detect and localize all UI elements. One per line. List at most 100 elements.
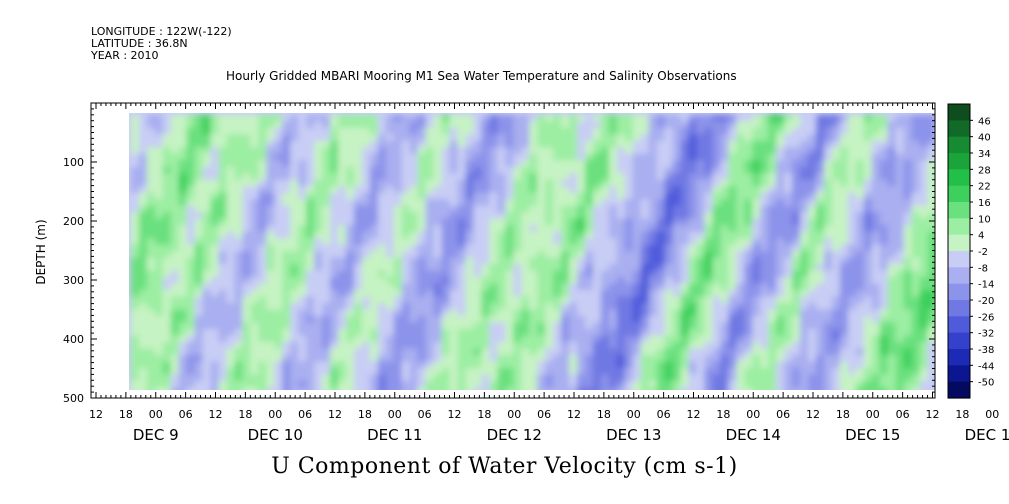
velocity-cell <box>831 134 842 143</box>
velocity-cell <box>138 134 149 143</box>
velocity-cell <box>457 166 467 175</box>
velocity-cell <box>879 264 890 273</box>
velocity-cell <box>401 328 412 337</box>
velocity-cell <box>895 315 906 324</box>
velocity-cell <box>553 160 563 169</box>
velocity-cell <box>521 322 531 331</box>
velocity-cell <box>871 387 882 390</box>
velocity-cell <box>377 257 388 266</box>
velocity-cell <box>409 309 420 318</box>
velocity-cell <box>895 134 906 143</box>
velocity-cell <box>162 277 173 286</box>
velocity-cell <box>290 121 300 130</box>
velocity-cell <box>823 264 834 273</box>
velocity-cell <box>760 179 770 188</box>
velocity-cell <box>282 296 292 305</box>
velocity-field <box>129 113 944 390</box>
velocity-cell <box>146 374 157 383</box>
velocity-cell <box>720 147 730 156</box>
velocity-cell <box>664 231 675 240</box>
velocity-cell <box>545 322 555 331</box>
velocity-cell <box>457 277 467 286</box>
velocity-cell <box>449 354 459 363</box>
velocity-cell <box>146 218 157 227</box>
velocity-cell <box>911 173 922 182</box>
velocity-cell <box>298 121 308 130</box>
velocity-cell <box>170 257 181 266</box>
velocity-cell <box>441 251 452 260</box>
velocity-cell <box>760 140 770 149</box>
velocity-cell <box>855 315 866 324</box>
velocity-cell <box>696 328 706 337</box>
velocity-cell <box>529 205 539 214</box>
velocity-cell <box>600 231 611 240</box>
velocity-cell <box>553 205 563 214</box>
velocity-cell <box>497 367 507 376</box>
velocity-cell <box>465 160 475 169</box>
velocity-cell <box>377 140 388 149</box>
velocity-cell <box>752 264 762 273</box>
velocity-cell <box>274 367 284 376</box>
velocity-cell <box>935 180 944 188</box>
velocity-cell <box>457 238 467 247</box>
velocity-cell <box>202 315 213 324</box>
velocity-cell <box>226 257 236 266</box>
velocity-cell <box>800 283 810 292</box>
velocity-cell <box>361 212 372 221</box>
velocity-cell <box>863 121 874 130</box>
velocity-cell <box>202 153 213 162</box>
velocity-cell <box>178 218 189 227</box>
velocity-cell <box>537 270 547 279</box>
velocity-cell <box>250 153 260 162</box>
velocity-cell <box>377 290 388 299</box>
velocity-cell <box>361 322 372 331</box>
velocity-cell <box>561 166 571 175</box>
velocity-cell <box>473 225 483 234</box>
velocity-cell <box>353 192 364 201</box>
velocity-cell <box>138 283 149 292</box>
velocity-cell <box>760 387 770 390</box>
velocity-cell <box>409 303 420 311</box>
velocity-cell <box>218 322 228 331</box>
velocity-cell <box>361 303 372 311</box>
velocity-cell <box>521 315 531 324</box>
velocity-cell <box>298 173 308 182</box>
velocity-cell <box>831 238 842 247</box>
velocity-cell <box>425 244 436 253</box>
velocity-cell <box>314 192 324 201</box>
velocity-cell <box>425 277 436 286</box>
velocity-cell <box>425 264 436 273</box>
velocity-cell <box>815 328 826 337</box>
velocity-cell <box>704 140 714 149</box>
velocity-cell <box>744 309 754 318</box>
velocity-cell <box>736 264 746 273</box>
velocity-cell <box>744 179 754 188</box>
velocity-cell <box>545 303 555 311</box>
velocity-cell <box>337 257 348 266</box>
velocity-cell <box>760 218 770 227</box>
velocity-cell <box>146 367 157 376</box>
velocity-cell <box>879 322 890 331</box>
velocity-cell <box>146 335 157 344</box>
velocity-cell <box>592 380 603 389</box>
velocity-cell <box>513 114 523 123</box>
velocity-cell <box>736 199 746 208</box>
velocity-cell <box>298 380 308 389</box>
velocity-cell <box>457 348 467 357</box>
velocity-cell <box>345 205 356 214</box>
velocity-cell <box>322 277 332 286</box>
velocity-cell <box>274 277 284 286</box>
velocity-cell <box>138 205 149 214</box>
velocity-cell <box>393 231 404 240</box>
velocity-cell <box>648 264 659 273</box>
velocity-cell <box>178 147 189 156</box>
velocity-cell <box>808 354 818 363</box>
velocity-cell <box>736 348 746 357</box>
velocity-cell <box>616 114 627 123</box>
velocity-cell <box>792 173 802 182</box>
velocity-cell <box>776 348 786 357</box>
velocity-cell <box>712 127 722 136</box>
velocity-cell <box>903 296 914 305</box>
velocity-cell <box>274 303 284 311</box>
velocity-cell <box>258 361 268 370</box>
